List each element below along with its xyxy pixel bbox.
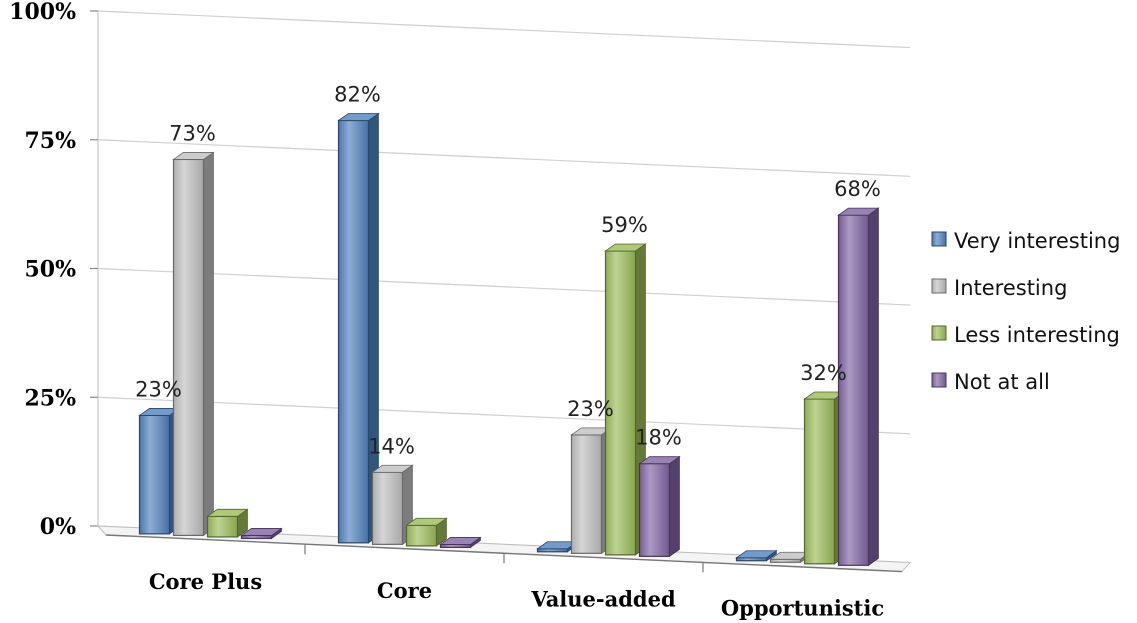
legend-item: Very interesting <box>931 229 1120 253</box>
legend-label: Less interesting <box>954 323 1120 347</box>
gridline <box>97 10 911 49</box>
gridline <box>97 139 911 177</box>
data-label: 23% <box>135 377 182 401</box>
legend-item: Not at all <box>931 370 1050 394</box>
legend-item: Less interesting <box>931 323 1120 347</box>
y-tick-label: 100% <box>9 0 76 25</box>
x-category-label: Opportunistic <box>721 596 884 621</box>
gridline <box>97 267 911 306</box>
bar-very-interesting-core <box>337 112 380 544</box>
bar-not-at-all-value-added <box>638 455 681 558</box>
bar-not-at-all-core <box>439 536 482 549</box>
data-label: 23% <box>567 397 614 421</box>
y-tick-label: 50% <box>24 257 76 283</box>
bar-very-interesting-opportunistic <box>735 549 778 562</box>
data-label: 14% <box>368 434 415 458</box>
bar-interesting-core-plus <box>172 151 215 537</box>
bar-less-interesting-value-added <box>604 243 647 556</box>
data-label: 73% <box>169 121 216 145</box>
bar-less-interesting-opportunistic <box>803 391 846 565</box>
y-tick-label: 25% <box>24 385 76 411</box>
y-tick-label: 75% <box>24 128 76 154</box>
data-label: 18% <box>635 426 682 450</box>
x-category-label: Value-added <box>530 587 676 612</box>
legend-label: Interesting <box>954 276 1067 300</box>
legend-swatch <box>931 325 947 341</box>
bar-less-interesting-core <box>405 517 448 547</box>
bar-less-interesting-core-plus <box>206 508 249 538</box>
legend-label: Very interesting <box>954 229 1120 253</box>
x-category-label: Core Plus <box>149 569 262 594</box>
x-category-label: Core <box>377 578 432 603</box>
data-label: 32% <box>800 361 847 385</box>
legend-swatch <box>931 278 947 294</box>
legend-swatch <box>931 372 947 388</box>
legend-label: Not at all <box>954 370 1050 394</box>
legend-item: Interesting <box>931 276 1067 300</box>
legend-swatch <box>931 231 947 247</box>
data-label: 82% <box>334 83 381 107</box>
bar-not-at-all-core-plus <box>240 527 283 540</box>
gridline <box>97 396 911 435</box>
y-tick-label: 0% <box>40 514 76 540</box>
bar-not-at-all-opportunistic <box>837 207 880 567</box>
data-label: 59% <box>601 213 648 237</box>
data-label: 68% <box>834 177 881 201</box>
